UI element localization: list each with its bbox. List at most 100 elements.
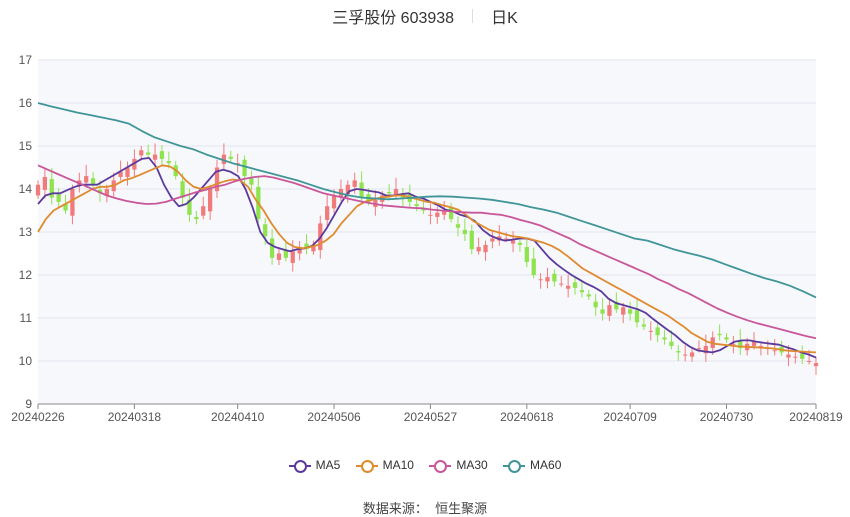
- y-tick-label: 12: [19, 268, 33, 282]
- y-tick-label: 16: [19, 96, 33, 110]
- candle-body: [421, 208, 426, 211]
- candle-body: [290, 251, 295, 263]
- candle-body: [393, 189, 399, 196]
- candle-body: [249, 178, 254, 185]
- candle-body: [800, 353, 805, 359]
- candle-body: [524, 247, 529, 263]
- x-tick-label: 20240618: [500, 410, 554, 424]
- candle-body: [187, 199, 192, 215]
- candle-body: [125, 167, 130, 177]
- candle-body: [448, 207, 454, 220]
- candle-body: [586, 294, 591, 297]
- candle-body: [42, 176, 48, 190]
- y-tick-label: 11: [20, 311, 33, 325]
- candle-body: [242, 159, 247, 177]
- candle-body: [118, 171, 123, 177]
- chart-title: 三孚股份 603938 日K: [0, 4, 850, 28]
- candle-body: [545, 277, 550, 282]
- candle-body: [683, 354, 688, 356]
- candle-body: [469, 230, 474, 250]
- legend-item-ma10[interactable]: MA10: [355, 458, 414, 473]
- candle-body: [152, 154, 158, 160]
- grid-lines: [38, 59, 816, 405]
- candle-body: [627, 309, 633, 314]
- x-tick-label: 20240730: [700, 410, 754, 424]
- candle-body: [634, 310, 640, 323]
- candle-body: [146, 152, 151, 155]
- candle-body: [276, 253, 282, 260]
- legend: MA5 MA10 MA30 MA60: [0, 457, 850, 473]
- candle-body: [517, 242, 523, 245]
- candle-body: [648, 330, 653, 332]
- candle-body: [490, 238, 495, 242]
- candle-body: [297, 247, 302, 254]
- legend-item-ma60[interactable]: MA60: [503, 457, 562, 473]
- candle-body: [428, 214, 433, 216]
- legend-label-ma60: MA60: [530, 457, 562, 472]
- x-tick-label: 20240318: [108, 410, 162, 424]
- candle-body: [386, 192, 392, 194]
- candle-body: [676, 351, 681, 353]
- candle-body: [352, 180, 357, 187]
- ma60-swatch: [503, 459, 526, 473]
- candle-body: [641, 324, 647, 327]
- ma30-swatch: [429, 459, 452, 473]
- candle-body: [331, 195, 337, 209]
- legend-label-ma30: MA30: [456, 457, 488, 472]
- legend-item-ma5[interactable]: MA5: [288, 458, 340, 473]
- candle-body: [689, 352, 695, 357]
- candle-body: [566, 285, 571, 289]
- candle-body: [476, 247, 481, 252]
- candle-body: [655, 327, 660, 336]
- candle-body: [758, 345, 764, 347]
- candle-body: [56, 194, 61, 202]
- candle-body: [751, 341, 757, 346]
- candle-body: [793, 356, 798, 358]
- y-tick-label: 9: [25, 397, 32, 411]
- y-tick-label: 14: [19, 182, 33, 196]
- candle-body: [531, 258, 536, 275]
- candle-body: [772, 350, 777, 352]
- candle-body: [104, 189, 109, 196]
- data-source: 数据来源： 恒生聚源: [0, 498, 850, 517]
- x-tick-label: 20240226: [11, 410, 65, 424]
- x-tick-label: 20240709: [603, 410, 657, 424]
- candle-body: [572, 282, 578, 288]
- candle-body: [194, 216, 199, 220]
- ma10-swatch: [355, 459, 378, 473]
- candle-body: [180, 181, 185, 198]
- candle-body: [207, 189, 213, 212]
- candle-body: [614, 301, 619, 310]
- candle-body: [90, 178, 96, 185]
- period-label: 日K: [491, 10, 518, 27]
- candle-body: [559, 283, 564, 285]
- ma5-line: [37, 157, 817, 359]
- candle-body: [724, 337, 729, 340]
- candle-body: [49, 179, 54, 198]
- candle-body: [669, 341, 674, 346]
- candle-body: [166, 161, 171, 164]
- candle-body: [228, 156, 233, 159]
- candle-body: [600, 309, 605, 314]
- legend-item-ma30[interactable]: MA30: [429, 457, 488, 473]
- candle-body: [510, 240, 516, 244]
- candle-body: [84, 176, 89, 183]
- candle-body: [504, 238, 509, 240]
- candle-body: [221, 154, 227, 165]
- candle-body: [132, 158, 137, 170]
- candle-body: [63, 204, 68, 211]
- candle-body: [579, 290, 585, 293]
- candle-body: [159, 151, 165, 159]
- y-tick-label: 13: [19, 225, 33, 239]
- ma-lines: [37, 102, 817, 359]
- candle-body: [731, 343, 736, 345]
- candle-body: [269, 238, 275, 258]
- y-tick-label: 15: [19, 139, 33, 153]
- candle-body: [283, 250, 288, 258]
- x-tick-label: 20240527: [404, 410, 458, 424]
- ma60-line: [37, 102, 817, 299]
- candle-body: [703, 345, 708, 354]
- ma5-swatch: [288, 459, 311, 473]
- stock-title: 三孚股份 603938: [332, 10, 455, 27]
- source-label: 数据来源：: [362, 501, 428, 516]
